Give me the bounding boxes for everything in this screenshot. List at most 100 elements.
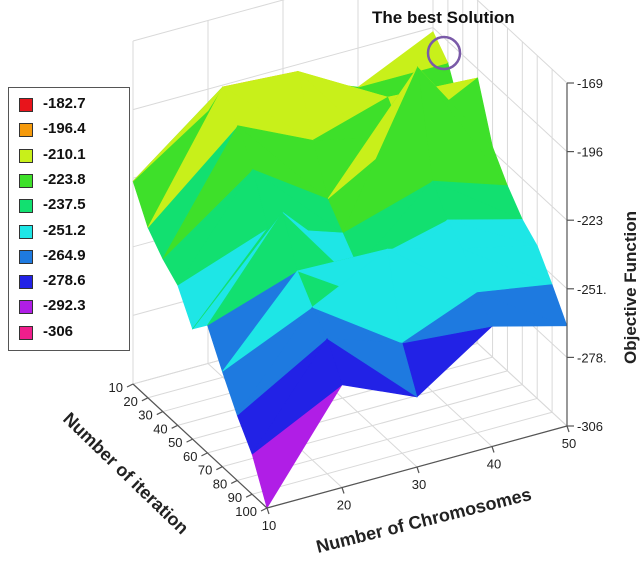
legend-swatch <box>19 148 33 163</box>
legend-swatch <box>19 249 33 264</box>
legend-swatch <box>19 224 33 239</box>
legend-label: -210.1 <box>43 145 86 163</box>
z-tick-label: -306 <box>577 419 603 434</box>
surface-facet <box>237 125 329 200</box>
legend-item: -278.6 <box>9 271 129 293</box>
x-axis-tick <box>201 452 208 457</box>
legend-item: -182.7 <box>9 94 129 116</box>
legend-swatch <box>19 275 33 290</box>
y-tick-label: 10 <box>262 518 276 533</box>
legend-item: -264.9 <box>9 246 129 268</box>
x-tick-label: 90 <box>228 490 242 505</box>
surface-facet <box>147 86 239 228</box>
surface-facet <box>357 31 449 88</box>
legend-item: -251.2 <box>9 221 129 243</box>
best-solution-marker <box>426 35 462 71</box>
x-axis-tick <box>260 507 268 512</box>
legend-label: -182.7 <box>43 95 86 112</box>
surface-facet <box>387 248 478 294</box>
y-axis-title: Number of Chromosomes <box>314 484 533 557</box>
surface-facet <box>447 219 538 247</box>
surface-facet <box>357 180 448 267</box>
surface-facet <box>236 306 328 416</box>
surface-facet <box>462 245 553 286</box>
surface-facet <box>252 169 344 234</box>
chart-legend: -182.7 -196.4 -210.1 -223.8 -237.5 -251.2 -264… <box>8 87 130 351</box>
y-tick-label: 50 <box>562 436 576 451</box>
legend-label: -278.6 <box>43 272 86 290</box>
x-tick-label: 80 <box>213 476 227 491</box>
surface-facet <box>192 211 283 330</box>
surface-facet <box>251 337 343 455</box>
z-tick-label: -251. <box>577 282 607 297</box>
legend-label: -264.9 <box>43 246 86 264</box>
best-solution-label: The best Solution <box>372 8 515 27</box>
legend-swatch <box>19 199 33 214</box>
x-tick-label: 100 <box>235 504 257 519</box>
surface-facet <box>477 284 568 327</box>
x-axis-tick <box>171 424 178 429</box>
x-axis-tick <box>245 493 253 498</box>
surface-facet <box>162 124 254 260</box>
legend-swatch <box>19 173 33 188</box>
x-tick-label: 10 <box>109 380 123 395</box>
legend-label: -237.5 <box>43 196 86 214</box>
y-axis-tick <box>491 446 495 453</box>
x-tick-label: 40 <box>153 421 167 436</box>
legend-item: -292.3 <box>9 296 129 318</box>
legend-item: -196.4 <box>9 119 129 141</box>
y-axis-tick <box>566 425 570 433</box>
x-axis-tick <box>230 479 238 484</box>
x-tick-label: 30 <box>138 408 152 423</box>
y-axis-tick <box>341 487 345 494</box>
legend-label: -251.2 <box>43 221 86 239</box>
z-tick-label: -278. <box>577 350 607 365</box>
legend-label: -292.3 <box>43 297 86 315</box>
surface-facet <box>177 168 268 286</box>
legend-item: -210.1 <box>9 145 129 167</box>
surface-facet <box>207 211 298 326</box>
y-tick-label: 40 <box>487 457 501 472</box>
y-axis-tick <box>416 466 420 474</box>
x-tick-label: 20 <box>123 394 137 409</box>
z-tick-label: -223 <box>577 213 603 228</box>
legend-item: -306 <box>9 322 129 344</box>
surface-facet <box>432 180 523 220</box>
chart-axes <box>126 82 574 515</box>
legend-swatch <box>19 300 33 315</box>
legend-label: -306 <box>43 322 74 340</box>
y-tick-label: 20 <box>337 498 351 513</box>
z-tick-label: -169 <box>577 76 603 91</box>
grid-line <box>132 27 568 152</box>
surface-facet <box>417 66 508 186</box>
surface-facet <box>132 86 224 182</box>
y-tick-label: 30 <box>412 477 426 492</box>
x-axis-tick <box>126 383 134 388</box>
y-axis-tick <box>266 507 270 515</box>
legend-item: -237.5 <box>9 195 129 217</box>
legend-swatch <box>19 325 33 340</box>
grid-line <box>132 0 568 84</box>
z-tick-label: -196 <box>577 145 603 160</box>
surface-facet <box>341 66 433 234</box>
legend-label: -223.8 <box>43 170 86 188</box>
surface-facet <box>401 292 493 344</box>
x-axis-tick <box>216 466 223 471</box>
surface-facet <box>325 338 418 398</box>
x-tick-label: 70 <box>198 463 212 478</box>
x-tick-label: 60 <box>183 449 197 464</box>
surface-facet <box>222 71 314 141</box>
legend-item: -223.8 <box>9 170 129 192</box>
x-axis-tick <box>186 438 193 443</box>
x-axis-line <box>132 383 268 509</box>
surface-facet <box>222 270 313 372</box>
x-axis-tick <box>156 411 164 416</box>
x-tick-label: 50 <box>168 435 182 450</box>
z-axis-title: Objective Function <box>621 211 640 364</box>
legend-swatch <box>19 123 33 138</box>
legend-label: -196.4 <box>43 120 86 138</box>
x-axis-tick <box>141 397 149 402</box>
surface-plot <box>132 31 568 509</box>
legend-swatch <box>19 98 33 112</box>
